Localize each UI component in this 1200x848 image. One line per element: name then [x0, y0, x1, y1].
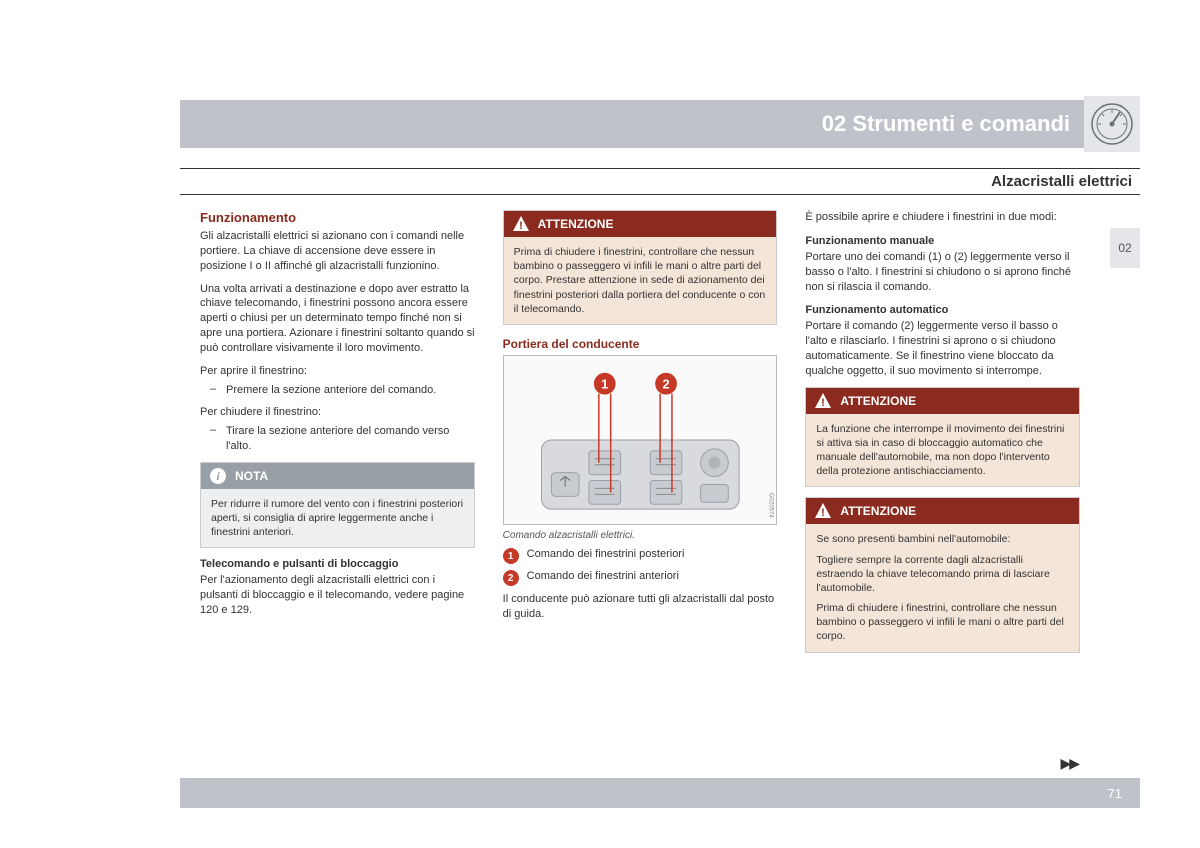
callout-number-1: 1 [503, 548, 519, 564]
warning-header: ! ATTENZIONE [806, 498, 1079, 524]
callout-number-2: 2 [503, 570, 519, 586]
warning-icon: ! [814, 392, 832, 410]
chapter-title: 02 Strumenti e comandi [822, 111, 1070, 137]
svg-text:1: 1 [601, 376, 608, 391]
para: Portare uno dei comandi (1) o (2) legger… [805, 250, 1080, 295]
note-body: Per ridurre il rumore del vento con i fi… [201, 489, 474, 548]
page: 02 Strumenti e comandi Alzacristalli ele… [0, 0, 1200, 848]
chapter-number: 02 [822, 111, 846, 136]
svg-text:!: ! [822, 507, 826, 519]
window-control-diagram: 1 2 [504, 356, 777, 524]
chapter-header-bar: 02 Strumenti e comandi [180, 100, 1140, 148]
footer-bar: 71 [180, 778, 1140, 808]
para: Per l'azionamento degli alzacristalli el… [200, 573, 475, 618]
note-title: NOTA [235, 469, 268, 483]
bullet-item: – Tirare la sezione anteriore del comand… [200, 424, 475, 454]
figure-window-controls: 1 2 G020574 [503, 355, 778, 525]
warning-para: Se sono presenti bambini nell'automobile… [816, 532, 1069, 546]
dash-icon: – [210, 424, 226, 454]
column-1: Funzionamento Gli alzacristalli elettric… [200, 210, 475, 663]
warning-title: ATTENZIONE [538, 217, 614, 231]
warning-body: Prima di chiudere i finestrini, controll… [504, 237, 777, 324]
bullet-item: – Premere la sezione anteriore del coman… [200, 383, 475, 398]
warning-box: ! ATTENZIONE La funzione che interrompe … [805, 387, 1080, 488]
heading-portiera: Portiera del conducente [503, 337, 778, 351]
list-intro-open: Per aprire il finestrino: [200, 364, 475, 379]
heading-manual: Funzionamento manuale [805, 235, 1080, 247]
warning-para: Togliere sempre la corrente dagli alzacr… [816, 553, 1069, 596]
list-intro-close: Per chiudere il finestrino: [200, 405, 475, 420]
para: È possibile aprire e chiudere i finestri… [805, 210, 1080, 225]
para: Gli alzacristalli elettrici si azionano … [200, 229, 475, 274]
info-icon: i [209, 467, 227, 485]
column-3: È possibile aprire e chiudere i finestri… [805, 210, 1080, 663]
bullet-text: Premere la sezione anteriore del comando… [226, 383, 475, 398]
warning-box: ! ATTENZIONE Prima di chiudere i finestr… [503, 210, 778, 325]
heading-telecomando: Telecomando e pulsanti di bloccaggio [200, 558, 475, 570]
callout-text: Comando dei finestrini anteriori [527, 570, 679, 582]
callout-item-1: 1 Comando dei finestrini posteriori [503, 548, 778, 564]
bullet-text: Tirare la sezione anteriore del comando … [226, 424, 475, 454]
dash-icon: – [210, 383, 226, 398]
note-box: i NOTA Per ridurre il rumore del vento c… [200, 462, 475, 549]
warning-icon: ! [814, 502, 832, 520]
warning-header: ! ATTENZIONE [806, 388, 1079, 414]
chapter-icon-box [1084, 96, 1140, 152]
warning-title: ATTENZIONE [840, 504, 916, 518]
svg-text:!: ! [822, 397, 826, 409]
warning-icon: ! [512, 215, 530, 233]
warning-header: ! ATTENZIONE [504, 211, 777, 237]
continue-indicator: ▶▶ [1060, 755, 1078, 772]
heading-auto: Funzionamento automatico [805, 304, 1080, 316]
section-title: Alzacristalli elettrici [180, 168, 1140, 195]
warning-box: ! ATTENZIONE Se sono presenti bambini ne… [805, 497, 1080, 652]
para: Una volta arrivati a destinazione e dopo… [200, 282, 475, 356]
para: Il conducente può azionare tutti gli alz… [503, 592, 778, 622]
callout-item-2: 2 Comando dei finestrini anteriori [503, 570, 778, 586]
side-tab: 02 [1110, 228, 1140, 268]
warning-para: Prima di chiudere i finestrini, controll… [816, 601, 1069, 644]
svg-text:!: ! [519, 220, 523, 232]
warning-body: Se sono presenti bambini nell'automobile… [806, 524, 1079, 651]
chapter-name: Strumenti e comandi [852, 111, 1070, 136]
column-2: ! ATTENZIONE Prima di chiudere i finestr… [503, 210, 778, 663]
heading-funzionamento: Funzionamento [200, 210, 475, 225]
content-columns: Funzionamento Gli alzacristalli elettric… [200, 210, 1080, 663]
callout-text: Comando dei finestrini posteriori [527, 548, 685, 560]
note-header: i NOTA [201, 463, 474, 489]
para: Portare il comando (2) leggermente verso… [805, 319, 1080, 378]
figure-caption: Comando alzacristalli elettrici. [503, 529, 778, 543]
svg-text:2: 2 [662, 376, 669, 391]
side-tab-label: 02 [1118, 241, 1131, 255]
gauge-icon [1090, 102, 1134, 146]
figure-code: G020574 [767, 493, 773, 518]
page-number: 71 [1108, 786, 1122, 801]
warning-body: La funzione che interrompe il movimento … [806, 414, 1079, 487]
warning-title: ATTENZIONE [840, 394, 916, 408]
